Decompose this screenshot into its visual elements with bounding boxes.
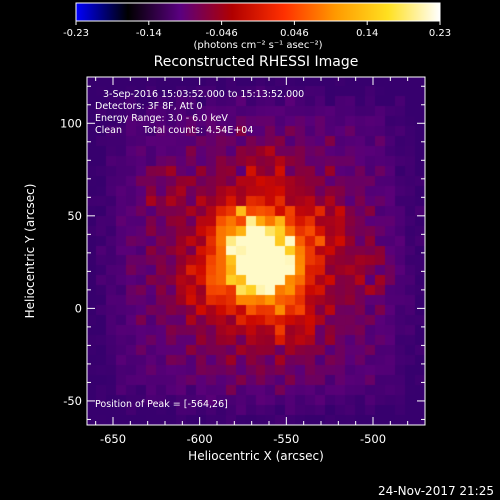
annotation-total-counts: Total counts: 4.54E+04 — [142, 125, 253, 136]
annotation-method: Clean — [95, 125, 122, 136]
colorbar-ticks — [75, 21, 441, 25]
colorbar-tick-label: -0.14 — [136, 28, 162, 39]
y-tick-label: 50 — [67, 209, 82, 223]
annotation-peak-position: Position of Peak = [-564,26] — [95, 399, 228, 410]
colorbar-tick-label: -0.046 — [205, 28, 237, 39]
annotation-detectors: Detectors: 3F 8F, Att 0 — [95, 101, 203, 112]
axis-ticks — [87, 77, 426, 425]
x-tick-label: -600 — [187, 432, 213, 446]
plot-frame — [86, 76, 426, 426]
x-tick-label: -650 — [100, 432, 126, 446]
x-tick-label: -550 — [273, 432, 299, 446]
chart-title: Reconstructed RHESSI Image — [154, 54, 359, 70]
x-tick-label: -500 — [360, 432, 386, 446]
y-tick-labels: -50 0 50 100 — [60, 116, 82, 408]
colorbar-gradient — [76, 3, 440, 21]
annotation-time-range: 3-Sep-2016 15:03:52.000 to 15:13:52.000 — [103, 89, 304, 100]
heatmap-image — [87, 77, 425, 425]
heatmap-canvas — [87, 77, 425, 425]
colorbar-frame — [75, 2, 441, 22]
colorbar-tick-label: 0.23 — [429, 28, 451, 39]
y-tick-label: 100 — [60, 116, 82, 130]
annotation-block: 3-Sep-2016 15:03:52.000 to 15:13:52.000 … — [95, 89, 304, 410]
x-axis-label: Heliocentric X (arcsec) — [188, 449, 324, 463]
colorbar-tick-label: -0.23 — [63, 28, 89, 39]
colorbar-unit-label: (photons cm⁻² s⁻¹ asec⁻²) — [193, 40, 322, 51]
annotation-energy: Energy Range: 3.0 - 6.0 keV — [95, 113, 228, 124]
colorbar-tick-label: 0.14 — [356, 28, 378, 39]
x-tick-labels: -650 -600 -550 -500 — [100, 432, 386, 446]
colorbar: -0.23 -0.14 -0.046 0.046 0.14 0.23 (phot… — [63, 2, 451, 51]
y-axis-label: Heliocentric Y (arcsec) — [23, 184, 37, 319]
timestamp: 24-Nov-2017 21:25 — [378, 484, 494, 498]
colorbar-tick-label: 0.046 — [280, 28, 309, 39]
y-tick-label: 0 — [75, 301, 82, 315]
y-tick-label: -50 — [63, 394, 82, 408]
